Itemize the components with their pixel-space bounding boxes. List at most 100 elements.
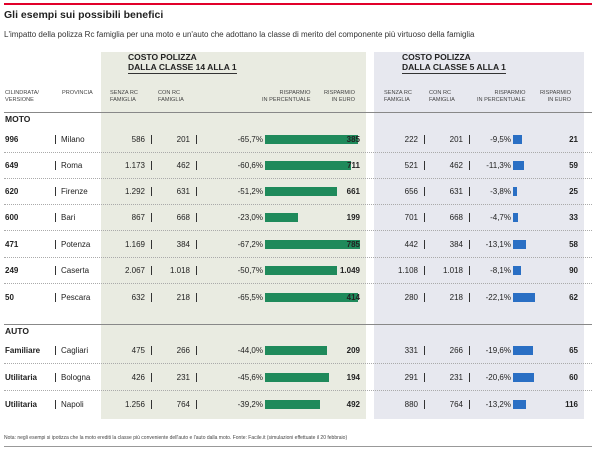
b-senza-moto-6: 280: [404, 293, 418, 302]
row-divider: [55, 346, 56, 355]
a-senza-moto-5: 2.067: [124, 266, 145, 275]
b-perc-label-moto-4: -13,1%: [485, 240, 511, 249]
b-con-moto-2: 631: [449, 187, 463, 196]
cilindrata-moto-5: 249: [5, 266, 19, 275]
cilindrata-moto-3: 600: [5, 213, 19, 222]
provincia-auto-1: Bologna: [61, 373, 91, 382]
row-divider: [55, 266, 56, 275]
row-separator: [4, 230, 592, 231]
b-perc-bar-auto-0: [513, 346, 533, 355]
row-divider: [151, 266, 152, 275]
row-divider: [55, 135, 56, 144]
a-euro-moto-1: 711: [347, 161, 360, 170]
b-perc-label-moto-3: -4,7%: [490, 213, 511, 222]
col-header-b-con: CON RC FAMIGLIA: [429, 90, 455, 103]
row-divider: [469, 266, 470, 275]
col-header-a-euro: RISPARMIO IN EURO: [324, 90, 355, 103]
row-separator: [4, 152, 592, 153]
col-header-a-con: CON RC FAMIGLIA: [158, 90, 184, 103]
a-con-moto-4: 384: [176, 240, 190, 249]
row-divider: [55, 373, 56, 382]
a-perc-bar-moto-0: [265, 135, 358, 144]
col-header-b-senza: SENZA RC FAMIGLIA: [384, 90, 412, 103]
cilindrata-moto-6: 50: [5, 293, 14, 302]
row-separator: [4, 178, 592, 179]
cilindrata-auto-1: Utilitaria: [5, 373, 38, 382]
a-senza-moto-1: 1.173: [124, 161, 145, 170]
a-senza-moto-0: 586: [131, 135, 145, 144]
row-divider: [469, 135, 470, 144]
a-senza-auto-0: 475: [131, 346, 145, 355]
b-con-auto-0: 266: [449, 346, 463, 355]
a-perc-bar-auto-1: [265, 373, 330, 382]
b-euro-moto-3: 33: [569, 213, 578, 222]
row-divider: [424, 240, 425, 249]
b-senza-auto-0: 331: [404, 346, 418, 355]
row-divider: [196, 293, 197, 302]
row-separator: [4, 363, 592, 364]
a-perc-bar-moto-1: [265, 161, 351, 170]
provincia-moto-0: Milano: [61, 135, 85, 144]
b-euro-moto-0: 21: [569, 135, 578, 144]
row-divider: [55, 213, 56, 222]
row-divider: [469, 240, 470, 249]
row-divider: [469, 161, 470, 170]
row-divider: [196, 135, 197, 144]
a-euro-moto-3: 199: [346, 213, 360, 222]
bottom-rule: [4, 446, 592, 447]
a-con-moto-5: 1.018: [169, 266, 190, 275]
row-divider: [469, 400, 470, 409]
page-subtitle: L'impatto della polizza Rc famiglia per …: [4, 30, 475, 39]
row-divider: [151, 400, 152, 409]
col-header-provincia: PROVINCIA: [62, 90, 93, 96]
row-separator: [4, 283, 592, 284]
row-divider: [196, 266, 197, 275]
row-divider: [196, 213, 197, 222]
b-perc-bar-moto-3: [513, 213, 518, 222]
b-senza-moto-0: 222: [404, 135, 418, 144]
row-divider: [151, 293, 152, 302]
row-separator: [4, 390, 592, 391]
a-perc-bar-moto-2: [265, 187, 338, 196]
row-divider: [196, 346, 197, 355]
provincia-moto-5: Caserta: [61, 266, 90, 275]
section-rule-auto: [4, 324, 592, 325]
b-perc-label-moto-6: -22,1%: [485, 293, 511, 302]
a-perc-label-moto-0: -65,7%: [237, 135, 263, 144]
row-divider: [196, 240, 197, 249]
row-divider: [151, 161, 152, 170]
footnote: Nota: negli esempi si ipotizza che la mo…: [4, 435, 348, 441]
a-euro-moto-2: 661: [346, 187, 360, 196]
b-con-moto-3: 668: [449, 213, 463, 222]
row-divider: [196, 373, 197, 382]
a-perc-bar-moto-4: [265, 240, 360, 249]
group-header-classe-5: COSTO POLIZZA DALLA CLASSE 5 ALLA 1: [402, 52, 506, 74]
col-header-b-perc: RISPARMIO IN PERCENTUALE: [477, 90, 526, 103]
row-divider: [424, 400, 425, 409]
b-con-moto-4: 384: [449, 240, 463, 249]
top-accent-rule: [4, 3, 592, 5]
row-divider: [424, 346, 425, 355]
provincia-moto-3: Bari: [61, 213, 76, 222]
row-divider: [424, 161, 425, 170]
b-perc-bar-moto-5: [513, 266, 522, 275]
a-senza-moto-4: 1.169: [124, 240, 145, 249]
b-perc-bar-moto-4: [513, 240, 527, 249]
b-euro-moto-1: 59: [569, 161, 578, 170]
row-divider: [151, 346, 152, 355]
col-header-b-euro: RISPARMIO IN EURO: [540, 90, 571, 103]
b-perc-bar-moto-0: [513, 135, 523, 144]
a-perc-label-auto-2: -39,2%: [237, 400, 263, 409]
section-label-moto: MOTO: [5, 114, 31, 124]
row-divider: [424, 293, 425, 302]
b-senza-moto-1: 521: [404, 161, 418, 170]
a-perc-label-moto-1: -60,6%: [237, 161, 263, 170]
a-euro-moto-5: 1.049: [339, 266, 360, 275]
a-euro-moto-6: 414: [346, 293, 360, 302]
b-euro-moto-4: 58: [569, 240, 578, 249]
row-divider: [469, 213, 470, 222]
provincia-auto-2: Napoli: [61, 400, 84, 409]
a-perc-label-moto-2: -51,2%: [237, 187, 263, 196]
provincia-moto-2: Firenze: [61, 187, 88, 196]
b-perc-label-moto-1: -11,3%: [486, 161, 511, 170]
